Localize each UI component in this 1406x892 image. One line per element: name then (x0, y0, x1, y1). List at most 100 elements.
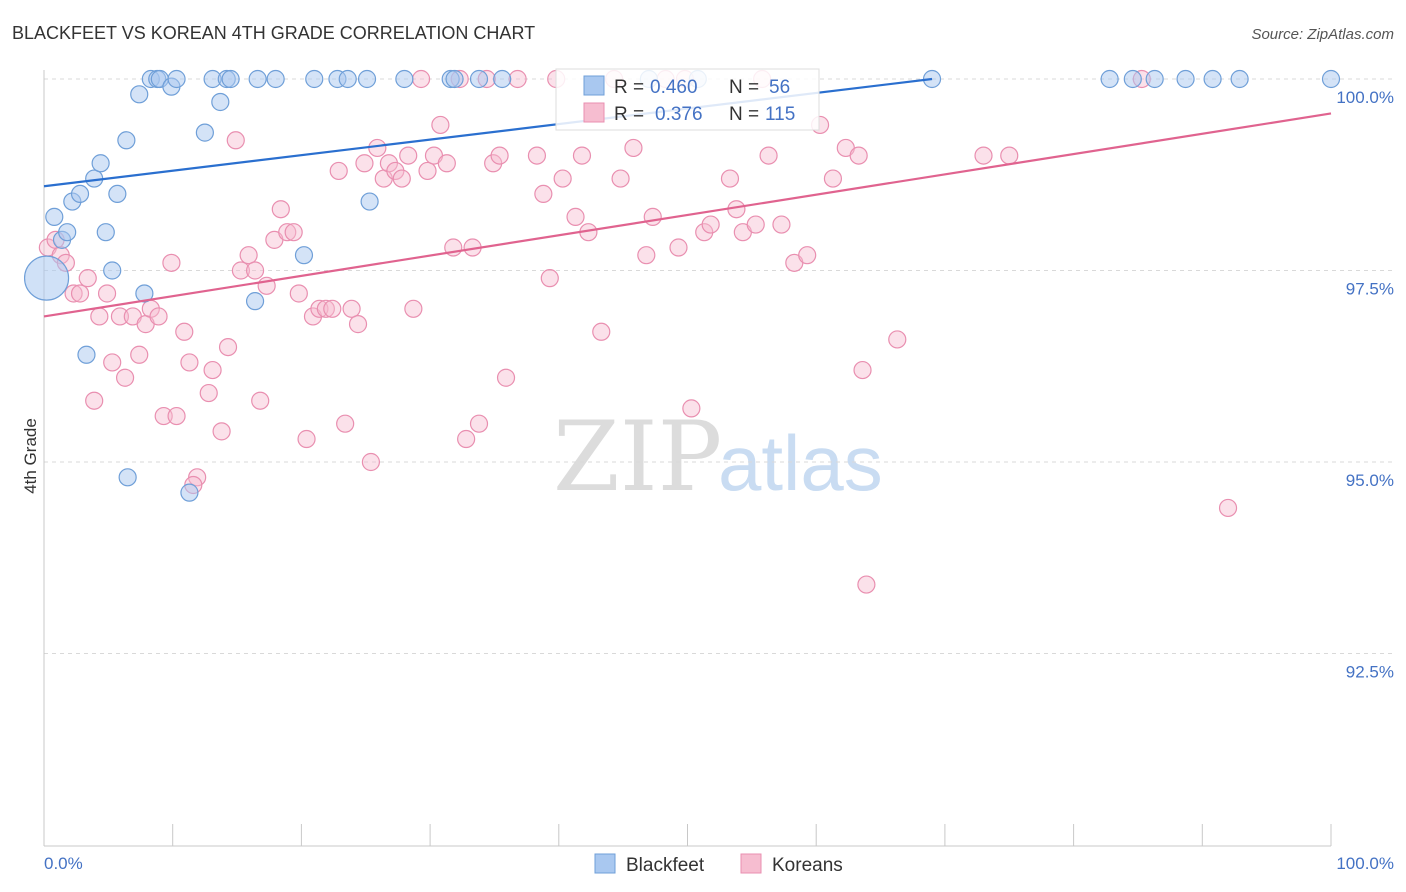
data-point-koreans (310, 299, 329, 318)
data-point-koreans (496, 368, 516, 387)
data-point-blackfeet (103, 261, 122, 280)
data-point-blackfeet (211, 92, 230, 112)
data-point-blackfeet (108, 184, 127, 203)
data-point-blackfeet (469, 69, 489, 89)
data-point-koreans (130, 345, 149, 364)
data-point-koreans (167, 406, 186, 426)
data-point-koreans (392, 169, 411, 188)
data-point-koreans (527, 146, 547, 165)
data-point-koreans (103, 353, 122, 372)
data-point-koreans (720, 169, 740, 188)
data-point-blackfeet (117, 131, 136, 150)
data-point-koreans (361, 452, 380, 472)
data-point-koreans (70, 284, 90, 303)
data-point-blackfeet (58, 223, 77, 242)
blackfeet-points (23, 69, 1341, 502)
data-point-blackfeet (130, 85, 149, 104)
data-point-blackfeet (1176, 69, 1195, 89)
chart-title: BLACKFEET VS KOREAN 4TH GRADE CORRELATIO… (12, 23, 535, 43)
data-point-koreans (199, 383, 218, 403)
data-point-blackfeet (118, 468, 137, 487)
legend-n-label-1: N = (729, 77, 759, 98)
data-point-blackfeet (245, 292, 265, 311)
series-legend: Blackfeet Koreans (594, 853, 843, 876)
data-point-blackfeet (70, 184, 90, 203)
data-point-koreans (888, 330, 907, 349)
data-point-koreans (329, 161, 348, 181)
gridlines (44, 78, 1394, 654)
data-point-koreans (175, 322, 194, 341)
data-point-blackfeet (77, 345, 96, 364)
data-point-koreans (355, 154, 374, 173)
y-tick-label: 92.5% (1346, 663, 1394, 682)
data-point-blackfeet (445, 69, 464, 89)
y-tick-label: 95.0% (1346, 471, 1394, 490)
data-point-koreans (154, 406, 173, 426)
data-point-koreans (566, 207, 585, 226)
y-tick-labels: 100.0% 97.5% 95.0% 92.5% (1336, 88, 1394, 682)
data-point-koreans (212, 422, 231, 441)
data-point-blackfeet (305, 69, 324, 89)
data-point-koreans (97, 284, 117, 303)
data-point-koreans (540, 269, 559, 288)
data-point-blackfeet (248, 69, 267, 89)
data-point-koreans (469, 414, 489, 433)
data-point-koreans (251, 391, 270, 410)
data-point-koreans (553, 169, 572, 188)
legend-r-label-1: R = (614, 77, 644, 98)
data-point-koreans (231, 261, 251, 280)
data-point-koreans (226, 131, 245, 150)
data-point-blackfeet (493, 69, 512, 89)
data-point-koreans (278, 223, 297, 242)
data-point-koreans (682, 399, 701, 418)
chart-source: Source: ZipAtlas.com (1251, 26, 1394, 43)
data-point-koreans (1218, 498, 1238, 518)
data-point-blackfeet (91, 154, 110, 173)
legend-swatch-blackfeet (583, 75, 605, 96)
data-point-koreans (162, 253, 181, 272)
data-point-koreans (508, 69, 527, 89)
data-point-koreans (490, 146, 509, 165)
data-point-koreans (348, 315, 368, 334)
watermark-zip: ZIP (553, 401, 722, 513)
data-point-koreans (218, 338, 238, 357)
data-point-koreans (853, 360, 872, 380)
data-point-blackfeet (1100, 69, 1119, 89)
data-point-koreans (90, 307, 109, 326)
data-point-koreans (85, 391, 104, 410)
data-point-koreans (437, 154, 456, 173)
legend-swatch-koreans (583, 102, 605, 123)
data-point-koreans (534, 184, 553, 203)
series-legend-swatch-blackfeet (594, 853, 616, 874)
data-point-koreans (64, 284, 83, 303)
data-point-koreans (418, 161, 437, 181)
data-point-blackfeet (135, 284, 154, 303)
data-point-koreans (624, 138, 643, 158)
data-point-blackfeet (221, 69, 240, 89)
data-point-koreans (643, 207, 662, 226)
koreans-points (38, 69, 1238, 594)
data-point-koreans (457, 429, 476, 449)
data-point-koreans (823, 169, 843, 188)
data-point-blackfeet (180, 483, 199, 502)
data-point-blackfeet (1321, 69, 1341, 89)
data-point-koreans (203, 360, 222, 380)
data-point-blackfeet (1203, 69, 1222, 89)
data-point-blackfeet (395, 69, 414, 89)
watermark: ZIP atlas (553, 401, 883, 513)
legend-n-value-1: 56 (769, 77, 790, 98)
data-point-koreans (572, 146, 592, 165)
data-point-koreans (759, 146, 778, 165)
data-point-blackfeet (360, 192, 379, 211)
data-point-koreans (297, 429, 316, 449)
data-point-koreans (772, 215, 791, 234)
data-point-blackfeet (96, 223, 115, 242)
data-point-blackfeet (1123, 69, 1142, 89)
data-point-koreans (411, 69, 431, 89)
data-point-koreans (611, 169, 630, 188)
data-point-koreans (849, 146, 868, 165)
data-point-koreans (404, 299, 423, 318)
x-ticks (43, 824, 1332, 846)
legend-n-value-2: 115 (765, 104, 795, 125)
